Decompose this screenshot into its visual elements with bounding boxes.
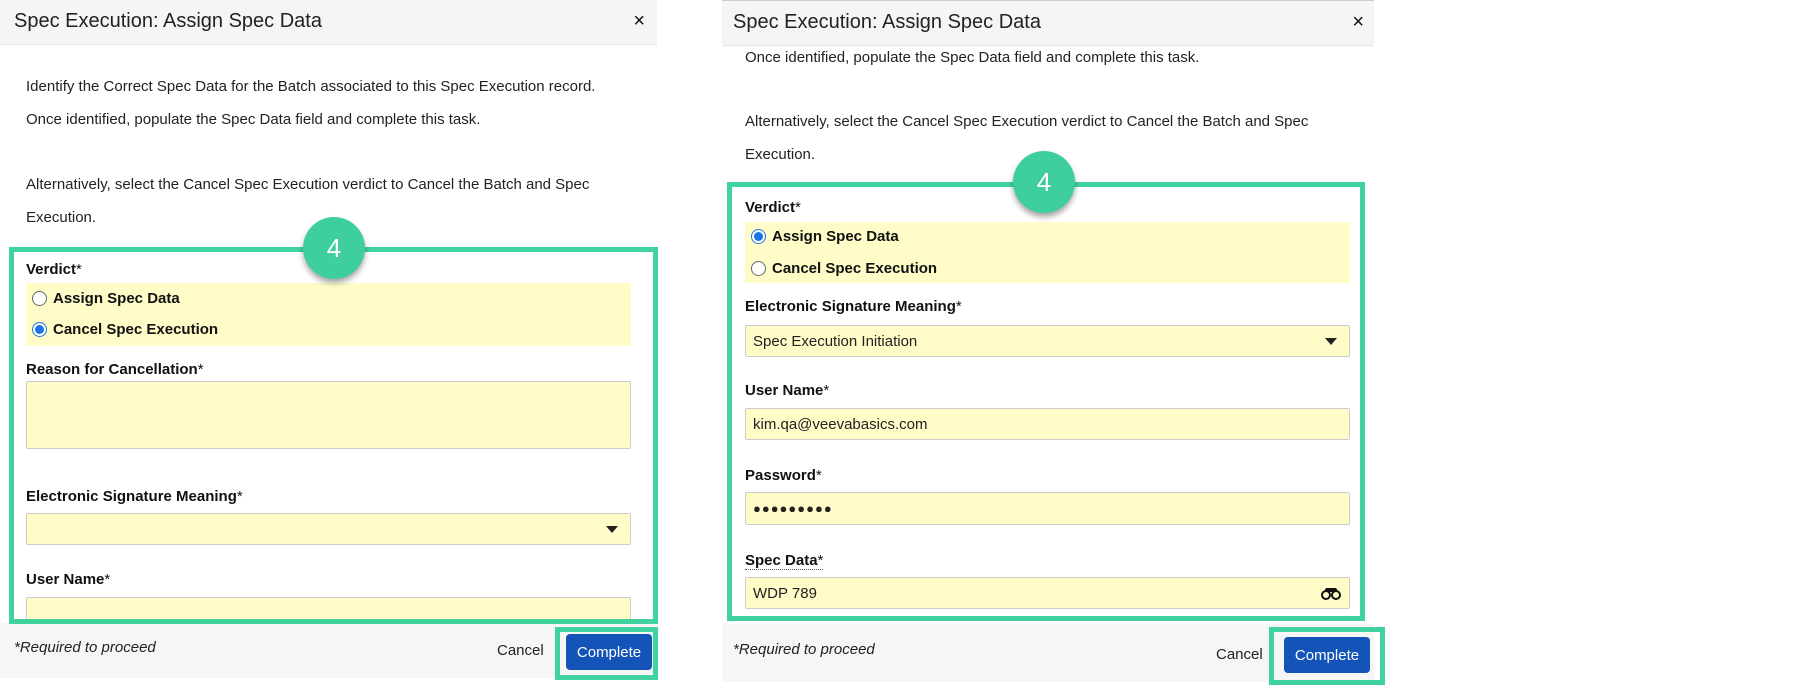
radio-label: Assign Spec Data bbox=[772, 228, 899, 245]
highlight-box-form bbox=[727, 182, 1365, 621]
required-note: *Required to proceed bbox=[14, 639, 156, 656]
dialog-header: Spec Execution: Assign Spec Data × bbox=[722, 1, 1374, 46]
chevron-down-icon bbox=[606, 526, 618, 533]
step-badge: 4 bbox=[1013, 151, 1075, 213]
binoculars-icon[interactable] bbox=[1321, 587, 1341, 600]
dialog-left: Spec Execution: Assign Spec Data × Ident… bbox=[0, 0, 657, 692]
dialog-right: Spec Execution: Assign Spec Data × Once … bbox=[722, 0, 1374, 692]
dialog-footer: *Required to proceed Cancel bbox=[722, 624, 1374, 682]
reason-textarea[interactable] bbox=[26, 381, 631, 449]
instruction-text: Once identified, populate the Spec Data … bbox=[745, 49, 1200, 66]
complete-button[interactable]: Complete bbox=[1284, 637, 1370, 673]
specdata-input[interactable]: WDP 789 bbox=[745, 577, 1350, 609]
cancel-button[interactable]: Cancel bbox=[497, 642, 544, 659]
esm-select[interactable]: Spec Execution Initiation bbox=[745, 325, 1350, 357]
esm-value: Spec Execution Initiation bbox=[753, 332, 918, 350]
instruction-text: Once identified, populate the Spec Data … bbox=[26, 111, 481, 128]
verdict-label: Verdict* bbox=[745, 199, 801, 216]
instruction-text: Execution. bbox=[745, 146, 816, 163]
specdata-value: WDP 789 bbox=[753, 584, 817, 602]
radio-button[interactable] bbox=[32, 291, 47, 306]
verdict-radio-group bbox=[26, 283, 631, 346]
chevron-down-icon bbox=[1325, 338, 1337, 345]
dialog-header: Spec Execution: Assign Spec Data × bbox=[0, 0, 657, 45]
specdata-label: Spec Data* bbox=[745, 552, 824, 570]
password-input[interactable]: ●●●●●●●●● bbox=[745, 492, 1350, 525]
instruction-text: Alternatively, select the Cancel Spec Ex… bbox=[745, 113, 1309, 130]
close-icon[interactable]: × bbox=[633, 10, 645, 32]
radio-label: Cancel Spec Execution bbox=[53, 321, 219, 338]
instruction-text: Identify the Correct Spec Data for the B… bbox=[26, 78, 596, 95]
radio-label: Assign Spec Data bbox=[53, 290, 180, 307]
username-label: User Name* bbox=[745, 382, 830, 399]
highlight-box-complete bbox=[1269, 627, 1385, 685]
esm-label: Electronic Signature Meaning* bbox=[745, 298, 962, 315]
verdict-label: Verdict* bbox=[26, 261, 82, 278]
dialog-title: Spec Execution: Assign Spec Data bbox=[14, 10, 322, 32]
reason-label: Reason for Cancellation* bbox=[26, 361, 204, 378]
close-icon[interactable]: × bbox=[1352, 11, 1364, 33]
esm-label: Electronic Signature Meaning* bbox=[26, 488, 243, 505]
password-label: Password* bbox=[745, 467, 822, 484]
highlight-box-complete bbox=[555, 627, 658, 680]
radio-cancel-spec-execution[interactable]: Cancel Spec Execution bbox=[751, 260, 937, 277]
username-label: User Name* bbox=[26, 571, 111, 588]
dialog-title: Spec Execution: Assign Spec Data bbox=[733, 11, 1041, 33]
required-note: *Required to proceed bbox=[733, 641, 875, 658]
radio-assign-spec-data[interactable]: Assign Spec Data bbox=[751, 228, 899, 245]
highlight-box-form bbox=[9, 247, 658, 624]
dialog-footer: *Required to proceed Cancel bbox=[0, 623, 657, 678]
verdict-radio-group bbox=[745, 222, 1350, 283]
cancel-button[interactable]: Cancel bbox=[1216, 646, 1263, 663]
complete-button[interactable]: Complete bbox=[566, 634, 652, 670]
radio-assign-spec-data[interactable]: Assign Spec Data bbox=[32, 290, 180, 307]
instruction-text: Alternatively, select the Cancel Spec Ex… bbox=[26, 176, 590, 193]
esm-select[interactable] bbox=[26, 513, 631, 545]
step-badge: 4 bbox=[303, 217, 365, 279]
radio-button[interactable] bbox=[751, 229, 766, 244]
instruction-text: Execution. bbox=[26, 209, 97, 226]
username-input[interactable]: kim.qa@veevabasics.com bbox=[745, 408, 1350, 440]
radio-button[interactable] bbox=[751, 261, 766, 276]
radio-label: Cancel Spec Execution bbox=[772, 260, 938, 277]
radio-button[interactable] bbox=[32, 322, 47, 337]
radio-cancel-spec-execution[interactable]: Cancel Spec Execution bbox=[32, 321, 218, 338]
